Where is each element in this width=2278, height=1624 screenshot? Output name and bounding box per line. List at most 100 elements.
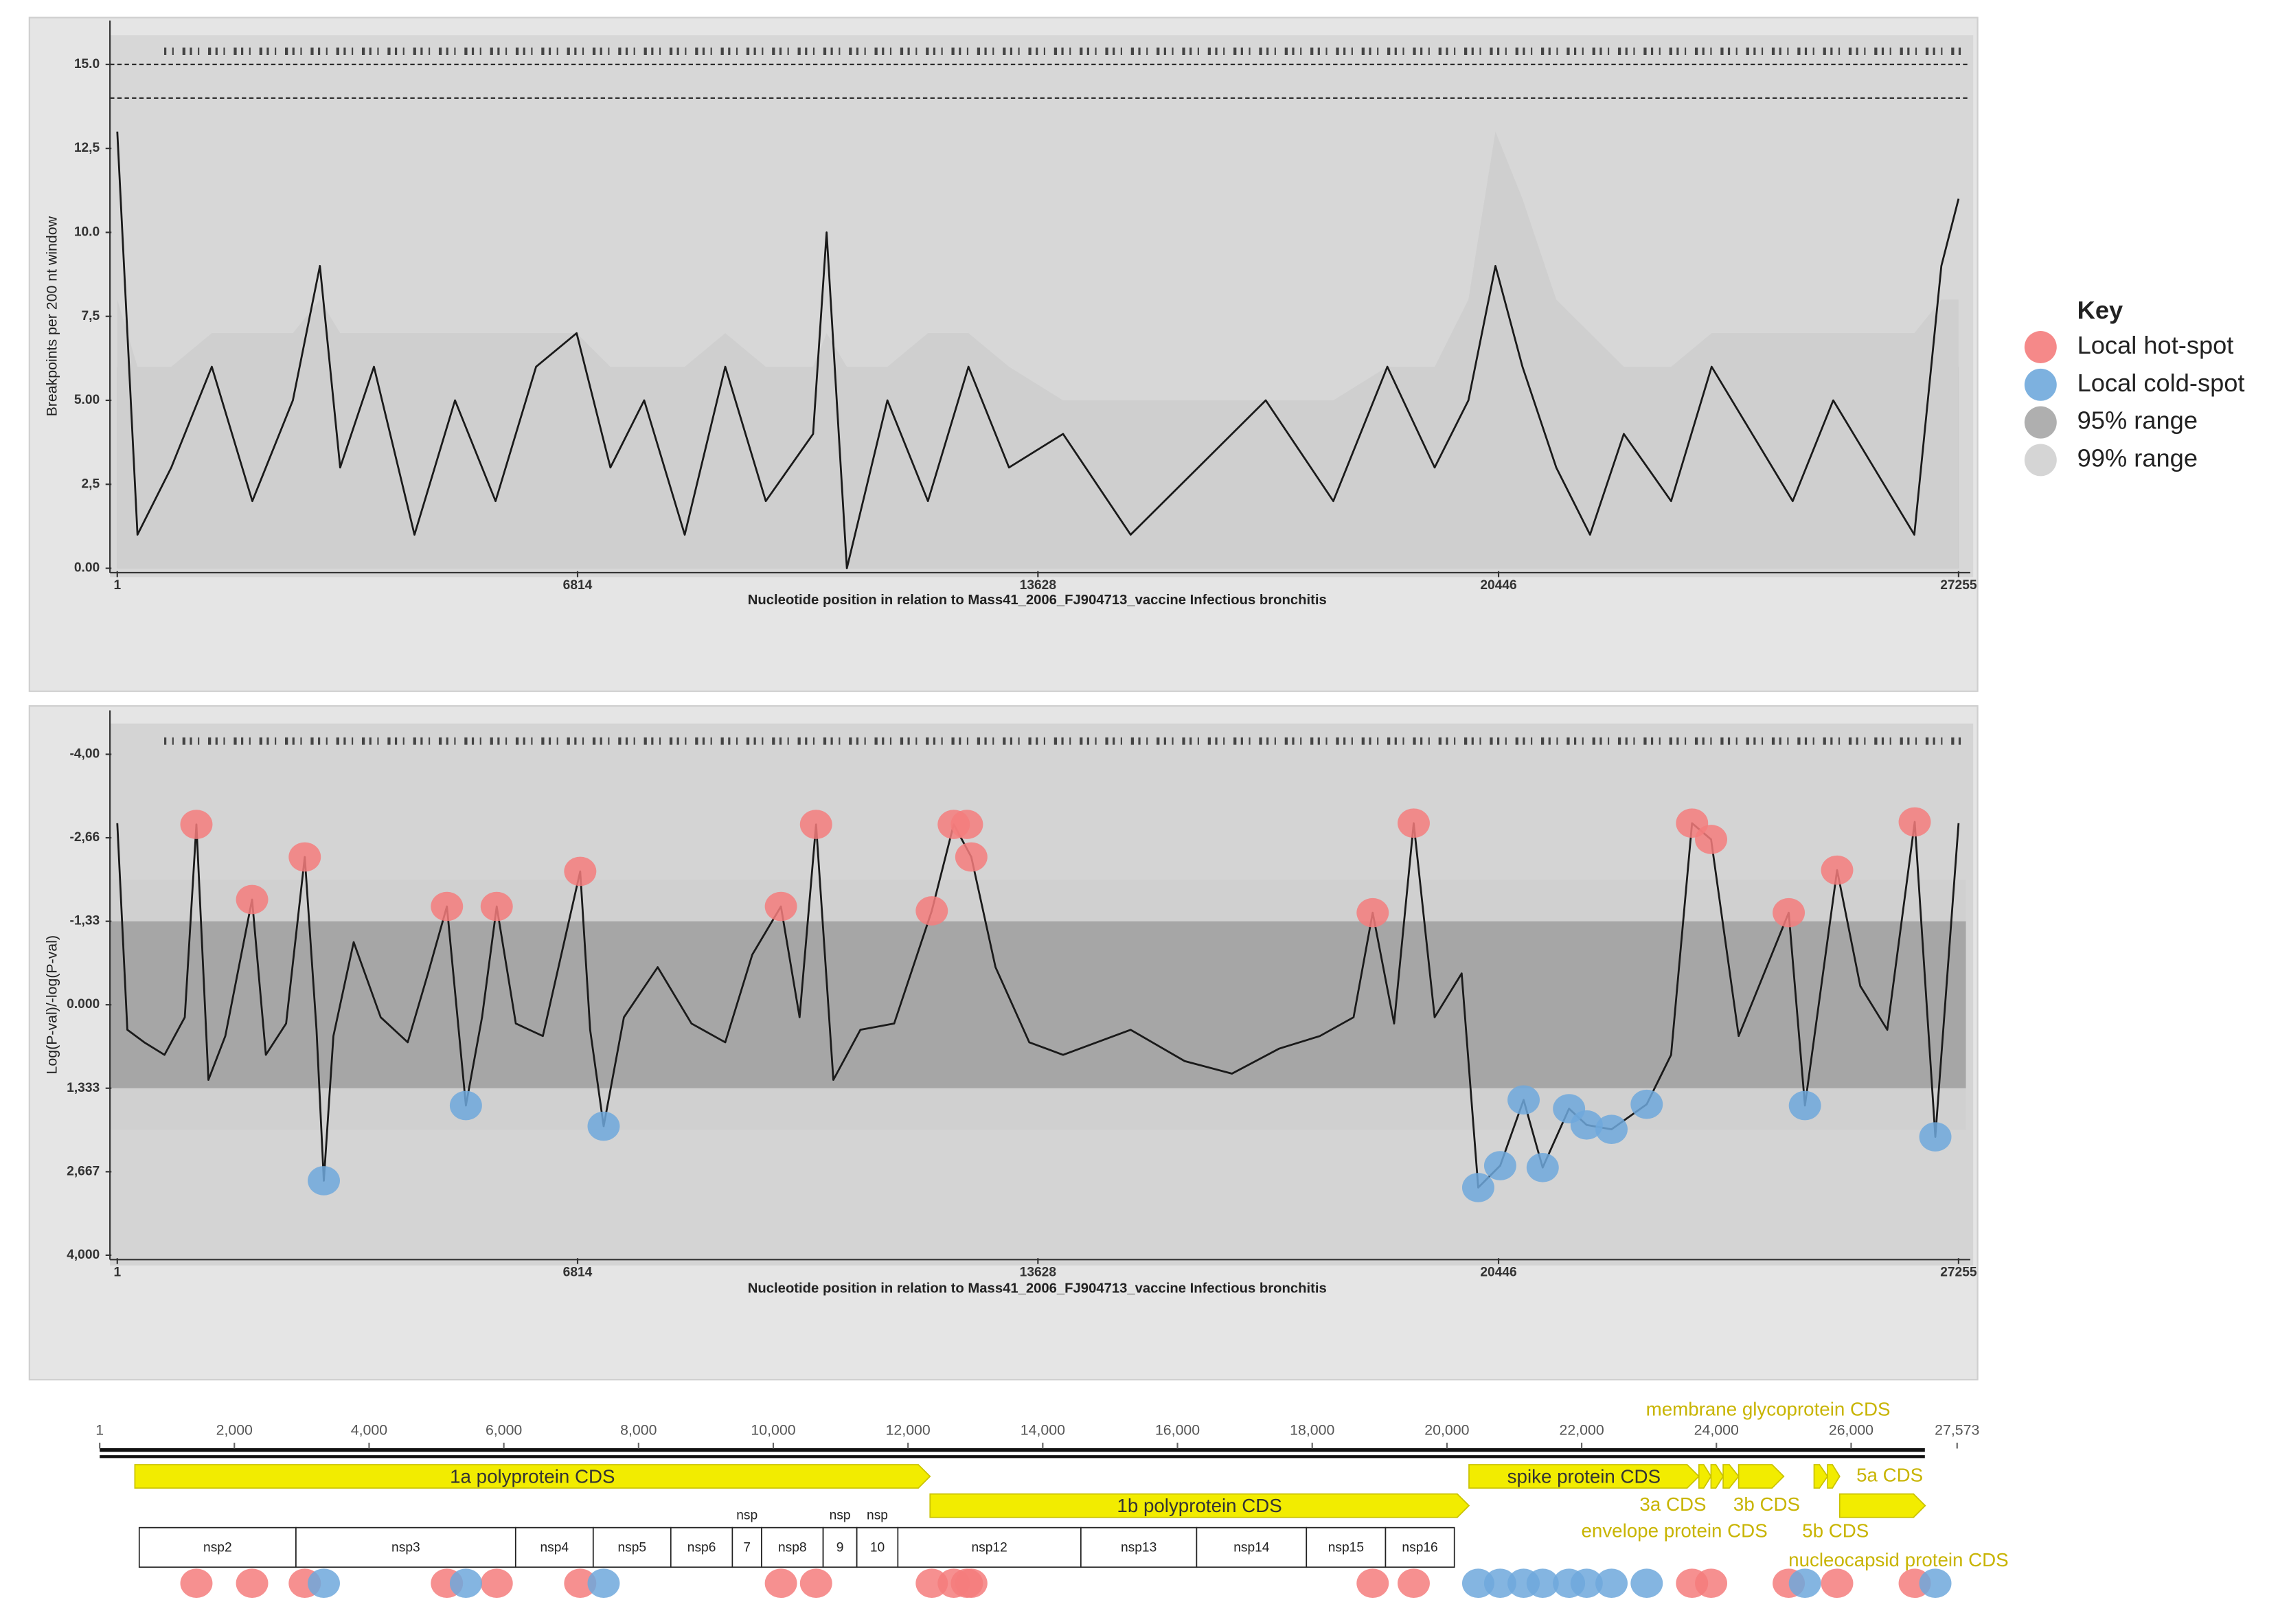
spot-projection	[308, 1568, 340, 1599]
spot-projection	[1695, 1568, 1727, 1599]
legend-swatch	[2024, 331, 2057, 363]
spot-projection	[449, 1568, 482, 1599]
y-tick-label: -1,33	[69, 914, 100, 928]
x-tick-label: 6814	[563, 1266, 593, 1280]
spot-marker	[1898, 807, 1931, 837]
spot-projection	[1630, 1568, 1663, 1599]
legend-swatch	[2024, 444, 2057, 477]
gene-arrow	[1468, 1464, 1700, 1489]
x-tick-label: 16,000	[1155, 1422, 1200, 1439]
nsp-label: nsp4	[540, 1541, 569, 1555]
spot-marker	[955, 842, 988, 872]
legend-title: Key	[2077, 296, 2123, 324]
gene-label: 5b CDS	[1802, 1520, 1869, 1541]
nsp-box	[761, 1526, 824, 1568]
spot-projection	[1483, 1568, 1516, 1599]
nsp-label: nsp6	[687, 1541, 716, 1555]
gene-arrow	[134, 1464, 931, 1489]
legend-swatch	[2024, 368, 2057, 401]
y-tick-label: 15.0	[74, 57, 100, 71]
gene-arrow	[1738, 1464, 1785, 1489]
spot-projection	[1821, 1568, 1854, 1599]
nsp-label: nsp15	[1328, 1541, 1364, 1555]
legend-swatch	[2024, 406, 2057, 439]
nsp-box	[1306, 1526, 1387, 1568]
nsp-label: nsp2	[203, 1541, 232, 1555]
spot-marker	[1507, 1085, 1540, 1115]
spot-marker	[1821, 855, 1854, 885]
nsp-prefix: nsp	[830, 1509, 851, 1523]
spot-marker	[1461, 1173, 1494, 1202]
nsp-label: 9	[836, 1541, 844, 1555]
spot-projection	[1526, 1568, 1559, 1599]
range-band	[110, 921, 1966, 1088]
gene-label: nucleocapsid protein CDS	[1788, 1549, 2009, 1570]
y-tick-label: 0.000	[67, 997, 100, 1011]
x-tick-label: 18,000	[1290, 1422, 1334, 1439]
spot-marker	[1695, 825, 1727, 854]
x-tick-label: 12,000	[886, 1422, 931, 1439]
x-tick-label: 2,000	[216, 1422, 253, 1439]
nsp-label: nsp5	[617, 1541, 646, 1555]
x-axis-title: Nucleotide position in relation to Mass4…	[748, 1281, 1327, 1296]
x-tick-label: 1	[95, 1422, 104, 1439]
x-tick-label: 27,573	[1935, 1422, 1979, 1439]
spot-marker	[288, 842, 321, 872]
y-tick-label: 10.0	[74, 225, 100, 239]
nsp-box	[138, 1526, 297, 1568]
x-tick-label: 26,000	[1829, 1422, 1873, 1439]
data-line	[116, 131, 1960, 569]
nsp-label: nsp16	[1402, 1541, 1437, 1555]
spot-marker	[1630, 1089, 1663, 1119]
x-tick-label: 20,000	[1424, 1422, 1469, 1439]
x-tick-label: 1	[113, 1266, 121, 1280]
gene-label: 1a polyprotein CDS	[450, 1465, 615, 1487]
spot-marker	[564, 856, 597, 887]
spot-marker	[799, 810, 832, 839]
spot-projection	[1570, 1568, 1603, 1599]
y-tick-label: 1,333	[67, 1081, 100, 1095]
spot-marker	[308, 1166, 340, 1196]
nsp-label: nsp3	[391, 1541, 420, 1555]
gene-arrow	[1838, 1493, 1926, 1518]
spot-projection	[955, 1568, 988, 1599]
spot-projection	[1595, 1568, 1628, 1599]
x-tick-label: 20446	[1480, 578, 1516, 593]
gene-label: spike protein CDS	[1507, 1465, 1661, 1487]
spot-marker	[1356, 897, 1389, 928]
nsp-prefix: nsp	[867, 1509, 888, 1523]
x-tick-label: 27255	[1940, 578, 1977, 593]
spot-projection	[1356, 1568, 1389, 1599]
spot-projection	[1788, 1568, 1821, 1599]
nsp-box	[295, 1526, 516, 1568]
nsp-label: 7	[743, 1541, 751, 1555]
x-tick-label: 4,000	[351, 1422, 387, 1439]
y-axis-title: Log(P-val)/-log(P-val)	[44, 935, 60, 1075]
gene-label: envelope protein CDS	[1581, 1520, 1767, 1541]
nsp-box	[822, 1526, 858, 1568]
y-tick-label: 2,5	[81, 477, 100, 491]
x-tick-label: 24,000	[1694, 1422, 1739, 1439]
spot-marker	[1398, 808, 1430, 838]
x-tick-label: 8,000	[620, 1422, 657, 1439]
legend-label: Local cold-spot	[2077, 369, 2245, 397]
nsp-box	[856, 1526, 899, 1568]
x-axis-title: Nucleotide position in relation to Mass4…	[748, 593, 1327, 608]
spot-marker	[1773, 897, 1806, 928]
spot-projection	[587, 1568, 620, 1599]
spot-projection	[1398, 1568, 1430, 1599]
spot-marker	[1595, 1114, 1628, 1144]
spot-projection	[1919, 1568, 1952, 1599]
spot-marker	[764, 891, 797, 922]
spot-marker	[1526, 1152, 1559, 1182]
x-tick-label: 10,000	[751, 1422, 795, 1439]
nsp-box	[1385, 1526, 1455, 1568]
gene-label: 1b polyprotein CDS	[1117, 1495, 1282, 1516]
spot-marker	[1919, 1122, 1952, 1152]
y-axis-title: Breakpoints per 200 nt window	[44, 216, 60, 416]
spot-marker	[236, 884, 269, 915]
nsp-box	[1080, 1526, 1198, 1568]
y-tick-label: 7,5	[81, 309, 100, 323]
nsp-label: nsp14	[1233, 1541, 1270, 1555]
